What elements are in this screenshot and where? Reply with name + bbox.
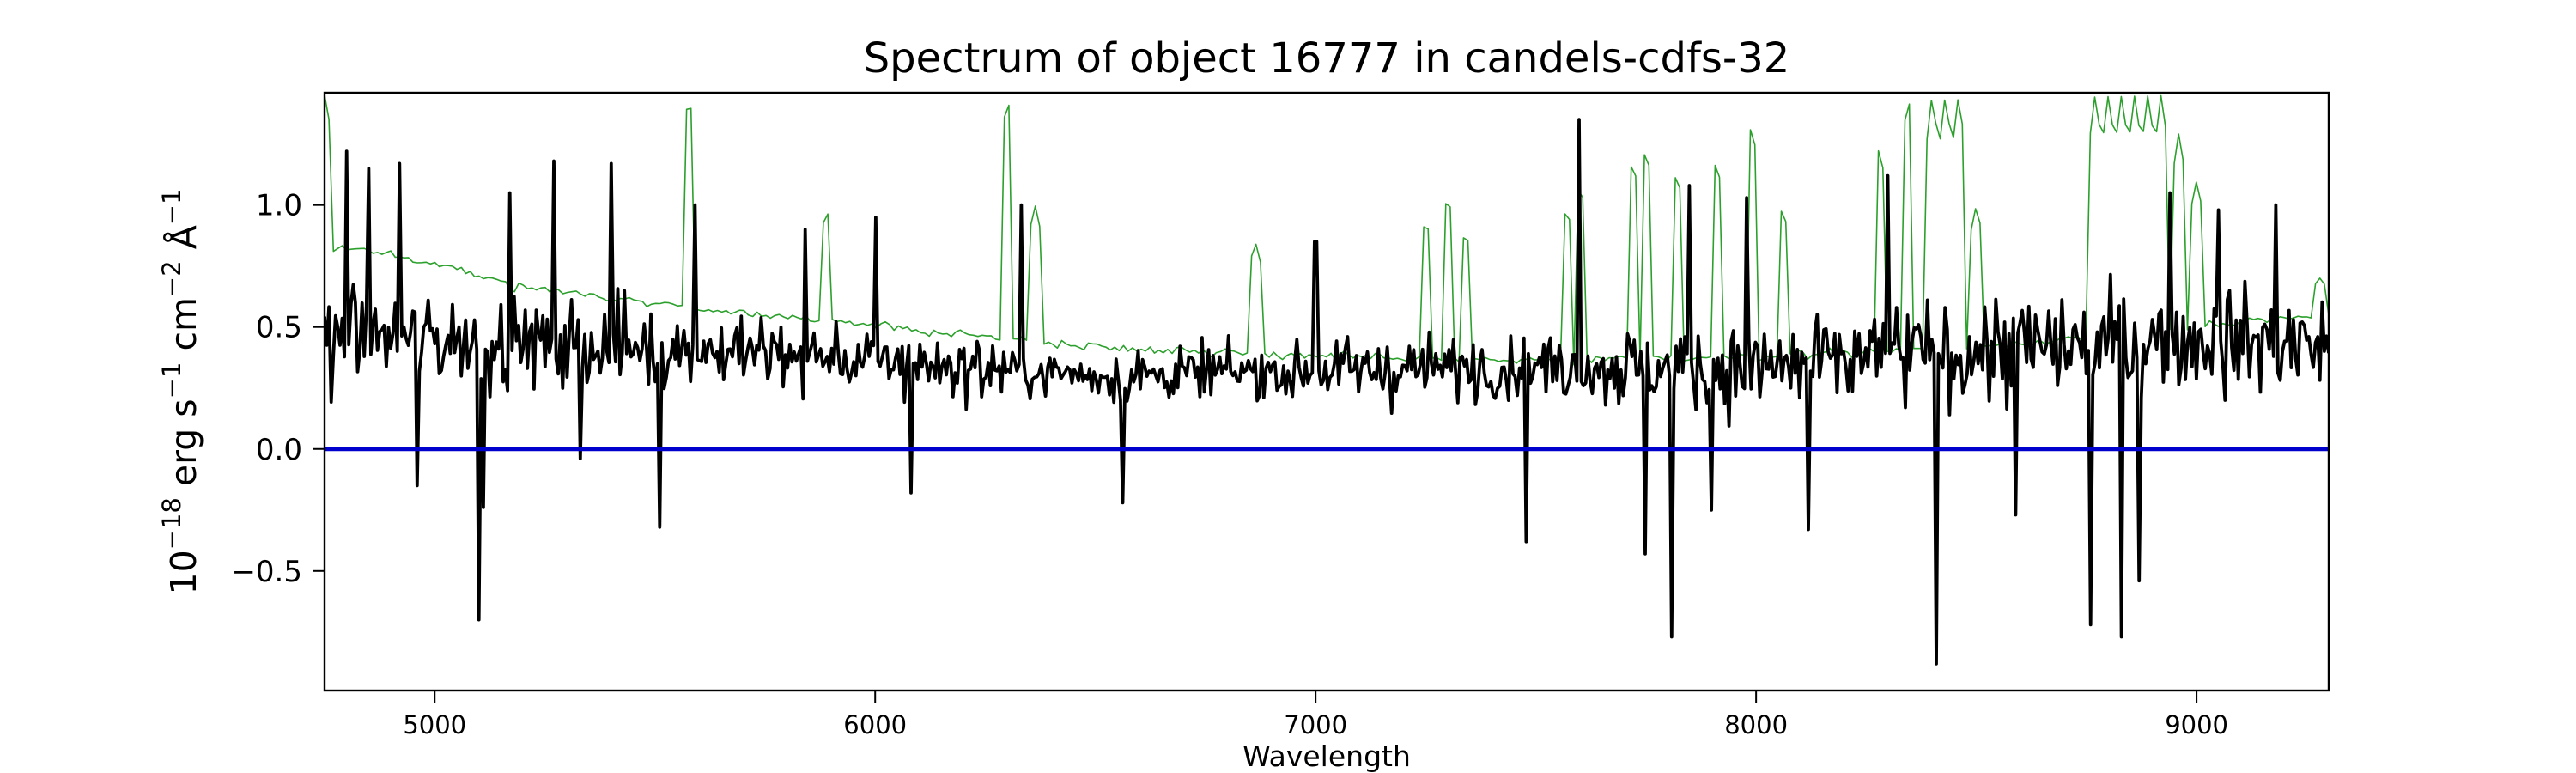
chart-title: Spectrum of object 16777 in candels-cdfs… bbox=[864, 34, 1790, 82]
flux-line bbox=[325, 118, 2329, 666]
x-tick-label: 7000 bbox=[1284, 710, 1347, 740]
x-axis-ticks: 5000 6000 7000 8000 9000 bbox=[403, 691, 2228, 740]
flux-series-group bbox=[325, 118, 2329, 666]
y-tick-label: −0.5 bbox=[231, 555, 302, 589]
y-tick-label: 0.0 bbox=[256, 433, 302, 467]
x-tick-label: 5000 bbox=[403, 710, 466, 740]
y-tick-label: 1.0 bbox=[256, 189, 302, 223]
x-tick-label: 6000 bbox=[843, 710, 907, 740]
x-tick-label: 9000 bbox=[2165, 710, 2228, 740]
y-tick-label: 0.5 bbox=[256, 311, 302, 345]
y-axis-ticks: −0.5 0.0 0.5 1.0 bbox=[231, 189, 325, 589]
x-tick-label: 8000 bbox=[1724, 710, 1788, 740]
x-axis-label: Wavelength bbox=[1242, 740, 1411, 773]
y-axis-label: 10−18 erg s−1 cm−2 Å−1 bbox=[157, 188, 204, 594]
plot-frame bbox=[323, 91, 2330, 692]
